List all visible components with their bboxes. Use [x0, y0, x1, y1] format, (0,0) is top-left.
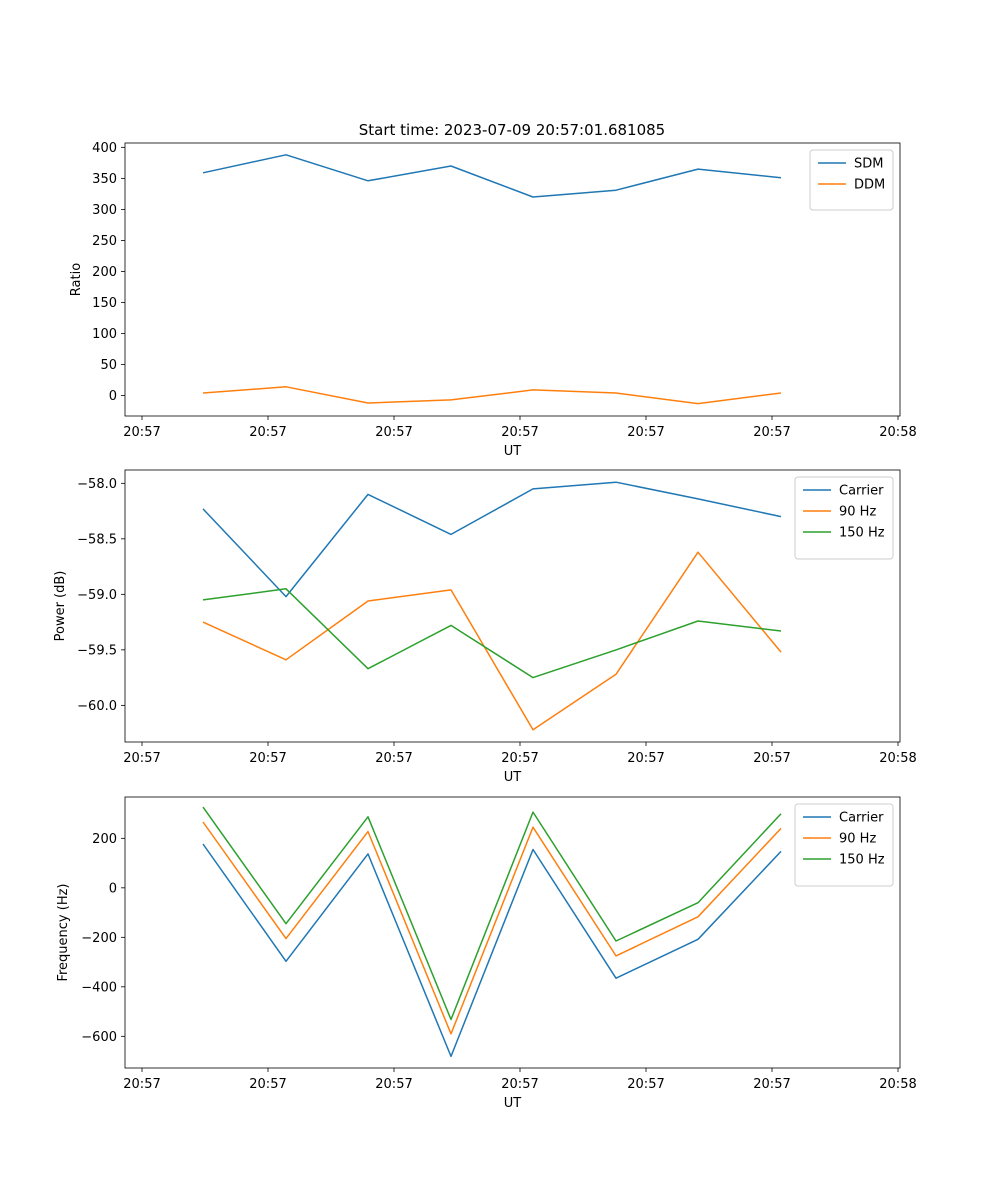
- x-tick-label: 20:57: [501, 1077, 538, 1092]
- x-tick-label: 20:57: [249, 1077, 286, 1092]
- axes-frame: [124, 469, 901, 743]
- legend-box: [794, 803, 894, 887]
- y-tick-label: −400: [81, 980, 117, 995]
- series-line-ddm: [202, 386, 782, 405]
- series-line-carrier: [202, 481, 782, 598]
- legend-box: [794, 476, 894, 560]
- y-axis-label: Frequency (Hz): [56, 883, 71, 981]
- x-tick-label: 20:57: [753, 1077, 790, 1092]
- subplot-1: 0 50 100 150 200 250 300 350 400 20:57 20:57 20:57 2…: [69, 141, 917, 459]
- x-tick-label: 20:57: [249, 751, 286, 766]
- x-tick-label: 20:58: [879, 1077, 916, 1092]
- x-tick-label: 20:57: [375, 751, 412, 766]
- x-tick-label: 20:57: [123, 425, 160, 440]
- axes-frame: [124, 796, 901, 1069]
- y-tick-label: −200: [81, 931, 117, 946]
- y-tick-label: 0: [109, 389, 117, 404]
- x-tick-label: 20:57: [627, 425, 664, 440]
- legend: Carrier 90 Hz 150 Hz: [794, 803, 894, 887]
- y-tick-label: −600: [81, 1030, 117, 1045]
- x-axis-label: UT: [504, 1096, 522, 1111]
- y-tick-label: −59.0: [77, 588, 117, 603]
- y-tick-label: −59.5: [77, 643, 117, 658]
- x-tick-label: 20:58: [879, 425, 916, 440]
- legend-entry: 90 Hz: [839, 505, 876, 520]
- legend-entry: 150 Hz: [839, 526, 885, 541]
- y-tick-label: 0: [109, 881, 117, 896]
- y-tick-label: −58.5: [77, 532, 117, 547]
- legend-box: [809, 149, 894, 211]
- y-tick-label: 250: [92, 234, 117, 249]
- y-tick-label: 100: [92, 327, 117, 342]
- subplot-2: −60.0 −59.5 −59.0 −58.5 −58.0 20:57 20:57 20:57…: [53, 469, 917, 785]
- x-tick-label: 20:58: [879, 751, 916, 766]
- x-tick-label: 20:57: [501, 425, 538, 440]
- y-tick-label: −58.0: [77, 477, 117, 492]
- x-tick-label: 20:57: [375, 1077, 412, 1092]
- series-line-150-hz: [202, 588, 782, 679]
- x-tick-label: 20:57: [123, 751, 160, 766]
- chart-title: Start time: 2023-07-09 20:57:01.681085: [359, 121, 665, 139]
- x-axis-label: UT: [504, 444, 522, 459]
- subplot-3: −600 −400 −200 0 200 20:57 20:57 20:57 20:57 20:5…: [56, 796, 917, 1111]
- series-line-90-hz: [202, 551, 782, 731]
- y-tick-label: 400: [92, 141, 117, 156]
- y-tick-label: 50: [100, 358, 117, 373]
- x-tick-label: 20:57: [753, 425, 790, 440]
- series-line-90-hz: [202, 821, 782, 1035]
- legend-entry: Carrier: [839, 811, 884, 826]
- x-tick-label: 20:57: [375, 425, 412, 440]
- legend-entry: 90 Hz: [839, 832, 876, 847]
- legend-entry: Carrier: [839, 484, 884, 499]
- x-axis-label: UT: [504, 770, 522, 785]
- y-axis-label: Power (dB): [53, 571, 68, 642]
- x-tick-label: 20:57: [753, 751, 790, 766]
- y-tick-label: −60.0: [77, 699, 117, 714]
- axes-frame: [124, 142, 901, 417]
- y-axis-label: Ratio: [69, 263, 84, 296]
- series-line-carrier: [202, 843, 782, 1058]
- y-tick-label: 300: [92, 203, 117, 218]
- y-tick-label: 150: [92, 296, 117, 311]
- legend-entry: DDM: [854, 178, 885, 193]
- x-tick-label: 20:57: [501, 751, 538, 766]
- y-tick-label: 350: [92, 172, 117, 187]
- series-line-150-hz: [202, 806, 782, 1021]
- series-line-sdm: [202, 154, 782, 198]
- x-tick-label: 20:57: [627, 751, 664, 766]
- legend-entry: SDM: [854, 157, 883, 172]
- legend: SDM DDM: [809, 149, 894, 211]
- legend-entry: 150 Hz: [839, 853, 885, 868]
- y-tick-label: 200: [92, 265, 117, 280]
- y-tick-label: 200: [92, 832, 117, 847]
- x-tick-label: 20:57: [627, 1077, 664, 1092]
- legend: Carrier 90 Hz 150 Hz: [794, 476, 894, 560]
- x-tick-label: 20:57: [123, 1077, 160, 1092]
- x-tick-label: 20:57: [249, 425, 286, 440]
